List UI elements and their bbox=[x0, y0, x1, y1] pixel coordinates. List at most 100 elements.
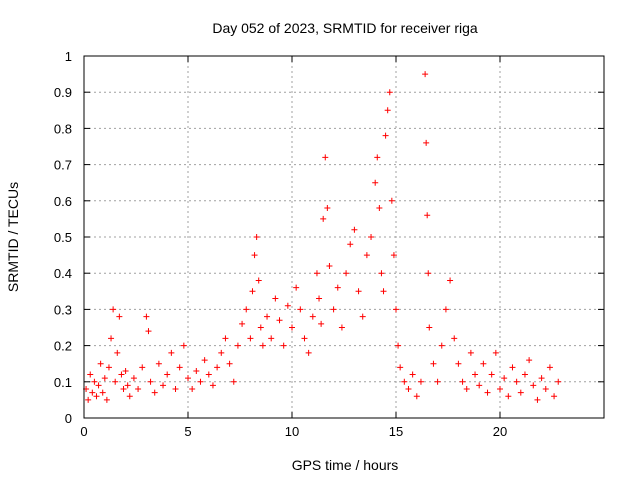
data-point bbox=[513, 378, 520, 385]
data-point bbox=[147, 378, 154, 385]
data-point bbox=[87, 371, 94, 378]
data-point bbox=[205, 371, 212, 378]
y-axis-label: SRMTID / TECUs bbox=[5, 182, 21, 292]
data-point bbox=[276, 317, 283, 324]
y-tick-label: 1 bbox=[65, 49, 72, 64]
data-point bbox=[89, 389, 96, 396]
data-point bbox=[424, 212, 431, 219]
data-point bbox=[139, 364, 146, 371]
data-point bbox=[201, 357, 208, 364]
data-point bbox=[301, 335, 308, 342]
data-point bbox=[151, 389, 158, 396]
data-point bbox=[451, 335, 458, 342]
data-point bbox=[318, 320, 325, 327]
data-point bbox=[180, 342, 187, 349]
data-point bbox=[447, 277, 454, 284]
data-point bbox=[384, 107, 391, 114]
data-point bbox=[168, 349, 175, 356]
data-point bbox=[120, 386, 127, 393]
data-point bbox=[316, 295, 323, 302]
x-tick-label: 15 bbox=[389, 424, 403, 439]
data-point bbox=[253, 234, 260, 240]
data-point bbox=[114, 349, 121, 356]
data-point bbox=[309, 313, 316, 320]
data-point bbox=[551, 393, 558, 400]
data-point bbox=[542, 386, 549, 393]
plot-frame bbox=[83, 55, 605, 419]
data-point bbox=[218, 349, 225, 356]
data-point bbox=[324, 205, 331, 212]
data-point bbox=[91, 378, 98, 385]
data-point bbox=[388, 197, 395, 204]
data-point bbox=[122, 367, 129, 374]
data-point bbox=[130, 375, 137, 382]
data-point bbox=[430, 360, 437, 367]
data-point bbox=[189, 386, 196, 393]
data-point bbox=[272, 295, 279, 302]
x-tick-label: 20 bbox=[493, 424, 507, 439]
data-point bbox=[372, 179, 379, 186]
data-point bbox=[143, 313, 150, 320]
data-point bbox=[395, 342, 402, 349]
data-point bbox=[320, 215, 327, 222]
data-point bbox=[492, 349, 499, 356]
data-point bbox=[423, 139, 430, 146]
data-point bbox=[234, 342, 241, 349]
data-point bbox=[376, 205, 383, 212]
data-point bbox=[380, 288, 387, 295]
data-point bbox=[135, 386, 142, 393]
data-point bbox=[101, 375, 108, 382]
data-point bbox=[438, 342, 445, 349]
data-point bbox=[386, 89, 393, 96]
data-point bbox=[226, 360, 233, 367]
data-point bbox=[255, 277, 262, 284]
data-point bbox=[95, 382, 102, 389]
data-point bbox=[118, 371, 125, 378]
data-point bbox=[105, 364, 112, 371]
data-point bbox=[284, 302, 291, 309]
data-point bbox=[259, 342, 266, 349]
axis-ticks: 0 5 10 15 20 0 0.1 0.2 0.3 0.4 0.5 0.6 0.7 0.8 0.9 1 bbox=[54, 49, 604, 439]
data-point bbox=[459, 378, 466, 385]
data-point bbox=[93, 393, 100, 400]
data-point bbox=[359, 313, 366, 320]
y-tick-label: 0.7 bbox=[54, 158, 72, 173]
data-point bbox=[289, 324, 295, 331]
data-point bbox=[164, 371, 171, 378]
data-point bbox=[97, 360, 104, 367]
data-point bbox=[305, 349, 312, 356]
data-point bbox=[297, 306, 304, 313]
data-point bbox=[243, 306, 250, 313]
data-points bbox=[83, 71, 562, 403]
y-tick-label: 0.6 bbox=[54, 194, 72, 209]
data-point bbox=[116, 313, 123, 320]
data-point bbox=[176, 364, 183, 371]
data-point bbox=[538, 375, 545, 382]
data-point bbox=[239, 320, 246, 327]
data-point bbox=[209, 382, 216, 389]
data-point bbox=[517, 389, 524, 396]
data-point bbox=[124, 382, 131, 389]
data-point bbox=[484, 389, 491, 396]
data-point bbox=[480, 360, 487, 367]
data-point bbox=[378, 270, 385, 277]
data-point bbox=[488, 371, 495, 378]
data-point bbox=[313, 270, 320, 277]
data-point bbox=[401, 378, 408, 385]
data-point bbox=[355, 288, 362, 295]
data-point bbox=[463, 386, 470, 393]
y-tick-label: 0.8 bbox=[54, 121, 72, 136]
data-point bbox=[103, 396, 110, 403]
data-point bbox=[467, 349, 474, 356]
data-point bbox=[322, 154, 329, 161]
data-point bbox=[343, 270, 350, 277]
x-axis-label: GPS time / hours bbox=[292, 457, 399, 473]
chart-title: Day 052 of 2023, SRMTID for receiver rig… bbox=[212, 20, 478, 36]
data-point bbox=[530, 382, 537, 389]
data-point bbox=[426, 324, 433, 331]
data-point bbox=[214, 364, 221, 371]
data-point bbox=[330, 306, 337, 313]
y-tick-label: 0.1 bbox=[54, 375, 72, 390]
data-point bbox=[193, 367, 200, 374]
